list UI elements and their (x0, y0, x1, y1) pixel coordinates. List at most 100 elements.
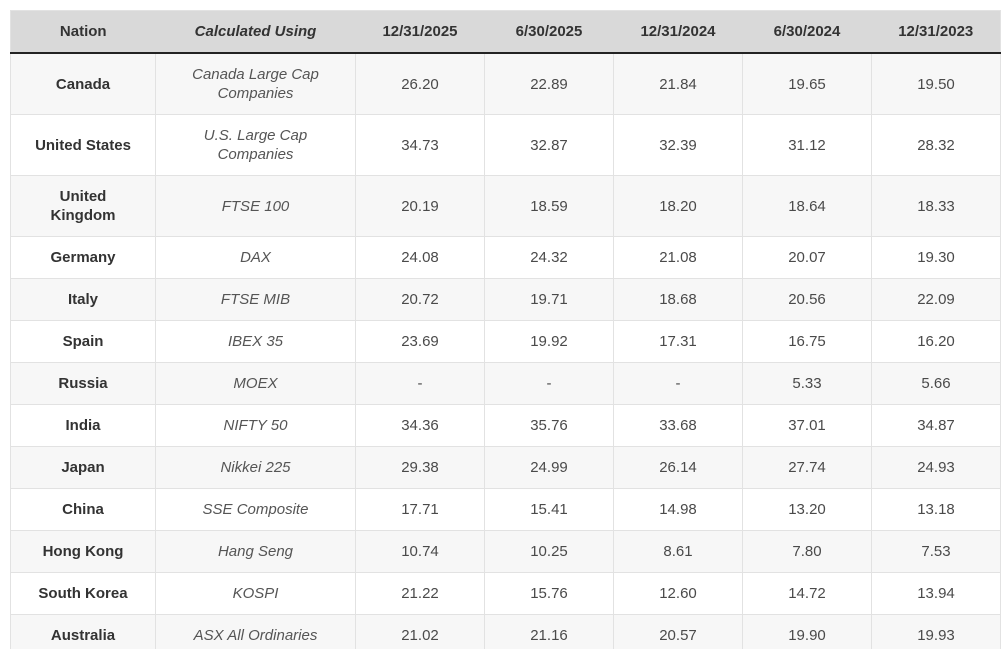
value-cell: 27.74 (742, 446, 872, 489)
calculated-using-cell: Canada Large Cap Companies (155, 52, 356, 115)
nation-cell: China (10, 488, 156, 531)
value-cell: 24.99 (484, 446, 614, 489)
value-cell: 37.01 (742, 404, 872, 447)
table-row: India NIFTY 50 34.36 35.76 33.68 37.01 3… (10, 404, 1001, 447)
value-cell: 20.19 (355, 175, 485, 237)
table-row: Canada Canada Large Cap Companies 26.20 … (10, 52, 1001, 115)
calculated-using-cell: MOEX (155, 362, 356, 405)
table-row: United States U.S. Large Cap Companies 3… (10, 114, 1001, 176)
value-cell: 26.20 (355, 52, 485, 115)
calculated-using-cell: ASX All Ordinaries (155, 614, 356, 649)
table-row: Australia ASX All Ordinaries 21.02 21.16… (10, 614, 1001, 649)
value-cell: 5.33 (742, 362, 872, 405)
calculated-using-cell: FTSE 100 (155, 175, 356, 237)
value-cell: 21.02 (355, 614, 485, 649)
nation-cell: United Kingdom (10, 175, 156, 237)
value-cell: 24.32 (484, 236, 614, 279)
value-cell: 8.61 (613, 530, 743, 573)
value-cell: 26.14 (613, 446, 743, 489)
table-row: Italy FTSE MIB 20.72 19.71 18.68 20.56 2… (10, 278, 1001, 321)
table-header: Nation Calculated Using 12/31/2025 6/30/… (10, 10, 1001, 54)
table-row: Hong Kong Hang Seng 10.74 10.25 8.61 7.8… (10, 530, 1001, 573)
value-cell: - (484, 362, 614, 405)
calculated-using-cell: KOSPI (155, 572, 356, 615)
nation-cell: South Korea (10, 572, 156, 615)
value-cell: 34.36 (355, 404, 485, 447)
value-cell: 18.64 (742, 175, 872, 237)
value-cell: 33.68 (613, 404, 743, 447)
header-row: Nation Calculated Using 12/31/2025 6/30/… (10, 10, 1001, 54)
calculated-using-cell: U.S. Large Cap Companies (155, 114, 356, 176)
calculated-using-cell: FTSE MIB (155, 278, 356, 321)
value-cell: 13.18 (871, 488, 1001, 531)
nation-cell: Japan (10, 446, 156, 489)
value-cell: 21.08 (613, 236, 743, 279)
value-cell: 22.89 (484, 52, 614, 115)
pe-ratio-table: Nation Calculated Using 12/31/2025 6/30/… (10, 10, 1001, 649)
calculated-using-cell: NIFTY 50 (155, 404, 356, 447)
col-header-date-12-31-2024: 12/31/2024 (613, 10, 743, 54)
value-cell: 10.74 (355, 530, 485, 573)
value-cell: 5.66 (871, 362, 1001, 405)
value-cell: 23.69 (355, 320, 485, 363)
table-body: Canada Canada Large Cap Companies 26.20 … (10, 52, 1001, 649)
nation-cell: Hong Kong (10, 530, 156, 573)
nation-cell: Germany (10, 236, 156, 279)
col-header-nation: Nation (10, 10, 156, 54)
calculated-using-cell: IBEX 35 (155, 320, 356, 363)
value-cell: 21.84 (613, 52, 743, 115)
table-row: United Kingdom FTSE 100 20.19 18.59 18.2… (10, 175, 1001, 237)
value-cell: 19.92 (484, 320, 614, 363)
col-header-date-6-30-2024: 6/30/2024 (742, 10, 872, 54)
value-cell: 12.60 (613, 572, 743, 615)
value-cell: 14.72 (742, 572, 872, 615)
value-cell: 18.68 (613, 278, 743, 321)
value-cell: 18.59 (484, 175, 614, 237)
value-cell: 19.71 (484, 278, 614, 321)
value-cell: 34.87 (871, 404, 1001, 447)
table-row: China SSE Composite 17.71 15.41 14.98 13… (10, 488, 1001, 531)
table-row: Japan Nikkei 225 29.38 24.99 26.14 27.74… (10, 446, 1001, 489)
value-cell: 32.39 (613, 114, 743, 176)
value-cell: 35.76 (484, 404, 614, 447)
value-cell: 24.08 (355, 236, 485, 279)
value-cell: 19.93 (871, 614, 1001, 649)
value-cell: - (355, 362, 485, 405)
nation-cell: United States (10, 114, 156, 176)
value-cell: 20.07 (742, 236, 872, 279)
value-cell: 18.20 (613, 175, 743, 237)
calculated-using-cell: Hang Seng (155, 530, 356, 573)
nation-cell: Spain (10, 320, 156, 363)
value-cell: 20.56 (742, 278, 872, 321)
value-cell: 7.53 (871, 530, 1001, 573)
value-cell: 28.32 (871, 114, 1001, 176)
value-cell: 31.12 (742, 114, 872, 176)
table-row: Russia MOEX - - - 5.33 5.66 (10, 362, 1001, 405)
value-cell: 24.93 (871, 446, 1001, 489)
value-cell: 18.33 (871, 175, 1001, 237)
col-header-date-6-30-2025: 6/30/2025 (484, 10, 614, 54)
value-cell: 22.09 (871, 278, 1001, 321)
value-cell: 19.30 (871, 236, 1001, 279)
value-cell: 10.25 (484, 530, 614, 573)
nation-cell: Russia (10, 362, 156, 405)
value-cell: 32.87 (484, 114, 614, 176)
value-cell: 21.22 (355, 572, 485, 615)
value-cell: 13.94 (871, 572, 1001, 615)
value-cell: 13.20 (742, 488, 872, 531)
table-row: South Korea KOSPI 21.22 15.76 12.60 14.7… (10, 572, 1001, 615)
col-header-date-12-31-2025: 12/31/2025 (355, 10, 485, 54)
value-cell: 34.73 (355, 114, 485, 176)
calculated-using-cell: Nikkei 225 (155, 446, 356, 489)
value-cell: - (613, 362, 743, 405)
table-row: Spain IBEX 35 23.69 19.92 17.31 16.75 16… (10, 320, 1001, 363)
value-cell: 20.72 (355, 278, 485, 321)
value-cell: 17.71 (355, 488, 485, 531)
calculated-using-cell: SSE Composite (155, 488, 356, 531)
value-cell: 19.50 (871, 52, 1001, 115)
value-cell: 7.80 (742, 530, 872, 573)
value-cell: 14.98 (613, 488, 743, 531)
value-cell: 19.90 (742, 614, 872, 649)
nation-cell: Canada (10, 52, 156, 115)
value-cell: 15.41 (484, 488, 614, 531)
